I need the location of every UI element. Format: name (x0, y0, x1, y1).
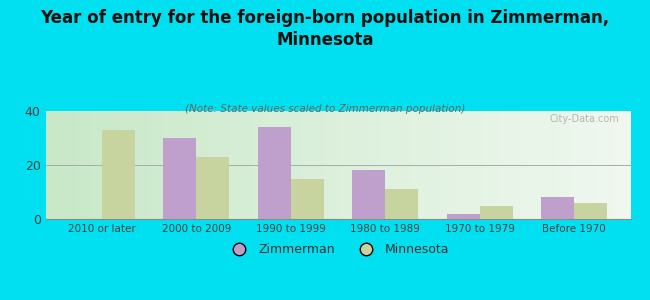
Bar (196, 157, 229, 219)
Bar (385, 189, 418, 219)
Bar (447, 214, 480, 219)
Bar (574, 203, 607, 219)
Bar (163, 138, 196, 219)
Text: (Note: State values scaled to Zimmerman population): (Note: State values scaled to Zimmerman … (185, 103, 465, 113)
Legend: Zimmerman, Minnesota: Zimmerman, Minnesota (222, 238, 454, 261)
Bar (480, 206, 513, 219)
Text: Year of entry for the foreign-born population in Zimmerman,
Minnesota: Year of entry for the foreign-born popul… (40, 9, 610, 49)
Bar (258, 127, 291, 219)
Bar (352, 170, 385, 219)
Bar (102, 130, 135, 219)
Text: City-Data.com: City-Data.com (549, 114, 619, 124)
Bar (291, 178, 324, 219)
Bar (541, 197, 574, 219)
